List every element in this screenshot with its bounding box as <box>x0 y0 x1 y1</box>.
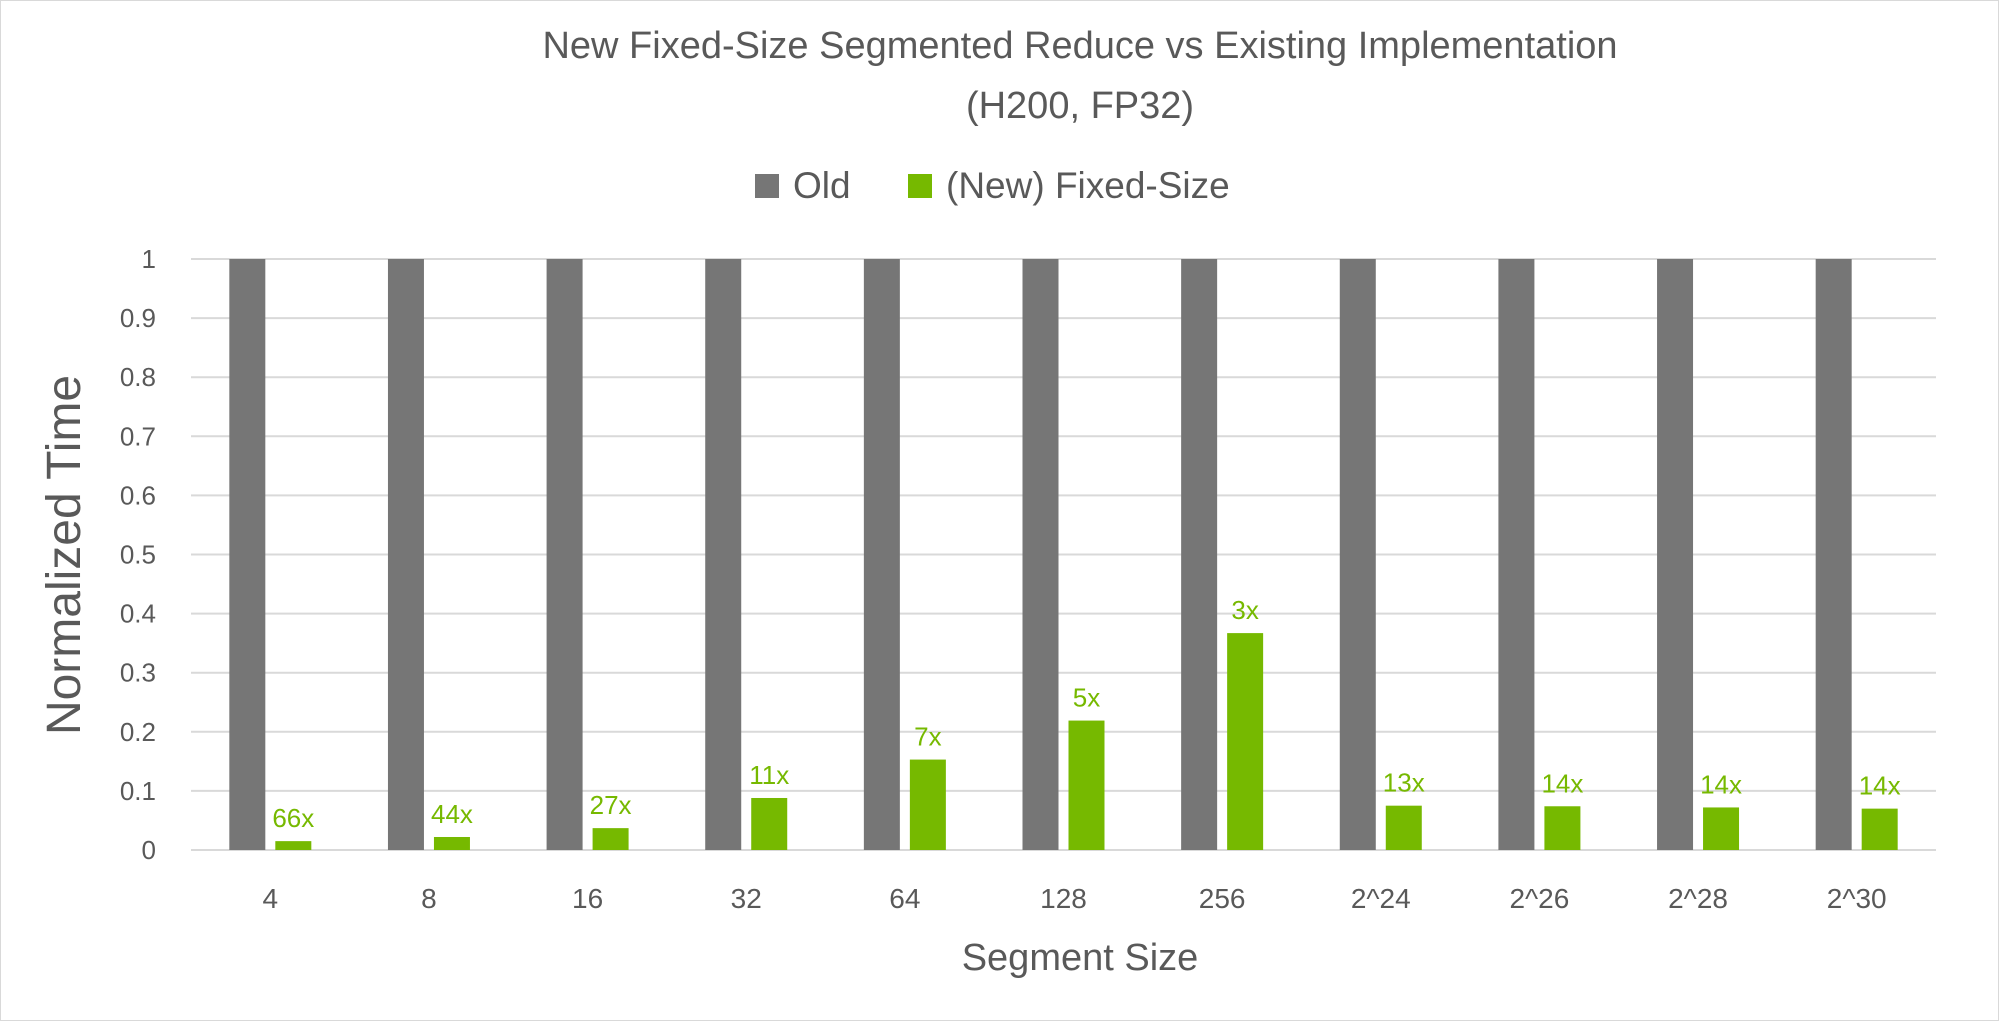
bar-new <box>275 841 312 850</box>
bar-old <box>1657 259 1694 850</box>
y-tick-label: 0.9 <box>120 303 156 333</box>
bar-old <box>1339 259 1376 850</box>
data-label: 66x <box>272 803 314 833</box>
bar-old <box>546 259 583 850</box>
y-tick-label: 0.6 <box>120 480 156 510</box>
x-tick-label: 8 <box>421 883 437 914</box>
x-tick-label: 2^26 <box>1509 883 1569 914</box>
bar-old <box>1181 259 1218 850</box>
data-label: 14x <box>1700 769 1742 799</box>
x-tick-label: 2^30 <box>1827 883 1887 914</box>
data-label: 11x <box>749 760 789 790</box>
y-tick-label: 0.3 <box>120 658 156 688</box>
x-tick-label: 2^28 <box>1668 883 1728 914</box>
bar-new <box>1227 633 1264 850</box>
bar-new <box>1385 805 1422 850</box>
data-label: 44x <box>431 799 473 829</box>
x-tick-label: 128 <box>1040 883 1087 914</box>
bar-old <box>1498 259 1535 850</box>
x-tick-label: 4 <box>263 883 279 914</box>
y-axis-ticks: 0 0.1 0.2 0.3 0.4 0.5 0.6 0.7 0.8 0.9 1 <box>120 244 156 865</box>
legend-label-new: (New) Fixed-Size <box>946 165 1230 206</box>
bar-new <box>1068 720 1105 850</box>
bar-new <box>1703 807 1740 850</box>
bar-old <box>705 259 742 850</box>
y-tick-label: 0.5 <box>120 540 156 570</box>
data-label: 14x <box>1859 771 1901 801</box>
data-label: 13x <box>1383 768 1425 798</box>
x-tick-label: 2^24 <box>1351 883 1411 914</box>
bars: 66x 44x 27x 11x 7x 5x 3x 13x 14x 14x 14x <box>229 259 1901 850</box>
y-axis-title: Normalized Time <box>38 375 91 735</box>
data-label: 27x <box>590 790 632 820</box>
data-label: 3x <box>1231 595 1258 625</box>
x-axis-title: Segment Size <box>962 937 1199 979</box>
chart-subtitle: (H200, FP32) <box>966 85 1194 127</box>
bar-new <box>1544 806 1581 850</box>
y-tick-label: 0.8 <box>120 362 156 392</box>
x-axis-ticks: 4 8 16 32 64 128 256 2^24 2^26 2^28 2^30 <box>263 883 1887 914</box>
y-tick-label: 0 <box>142 835 156 865</box>
y-tick-label: 0.2 <box>120 717 156 747</box>
legend-swatch-old <box>755 174 779 198</box>
legend: Old (New) Fixed-Size <box>755 165 1230 206</box>
bar-old <box>1815 259 1852 850</box>
y-tick-label: 0.1 <box>120 776 156 806</box>
bar-new <box>1861 808 1898 850</box>
y-tick-label: 0.7 <box>120 421 156 451</box>
bar-new <box>751 797 788 850</box>
legend-swatch-new <box>908 174 932 198</box>
legend-label-old: Old <box>793 165 851 206</box>
x-tick-label: 16 <box>572 883 603 914</box>
x-tick-label: 32 <box>731 883 762 914</box>
data-label: 7x <box>914 722 941 752</box>
y-tick-label: 1 <box>142 244 156 274</box>
bar-new <box>433 836 470 850</box>
bar-old <box>229 259 266 850</box>
chart-title: New Fixed-Size Segmented Reduce vs Exist… <box>542 25 1617 67</box>
bar-new <box>592 828 629 850</box>
gridlines <box>191 258 1936 851</box>
x-tick-label: 256 <box>1199 883 1246 914</box>
data-label: 5x <box>1073 683 1100 713</box>
x-tick-label: 64 <box>889 883 920 914</box>
bar-new <box>909 759 946 850</box>
data-label: 14x <box>1541 768 1583 798</box>
y-tick-label: 0.4 <box>120 599 156 629</box>
bar-old <box>1022 259 1059 850</box>
bar-old <box>387 259 424 850</box>
bar-old <box>863 259 900 850</box>
